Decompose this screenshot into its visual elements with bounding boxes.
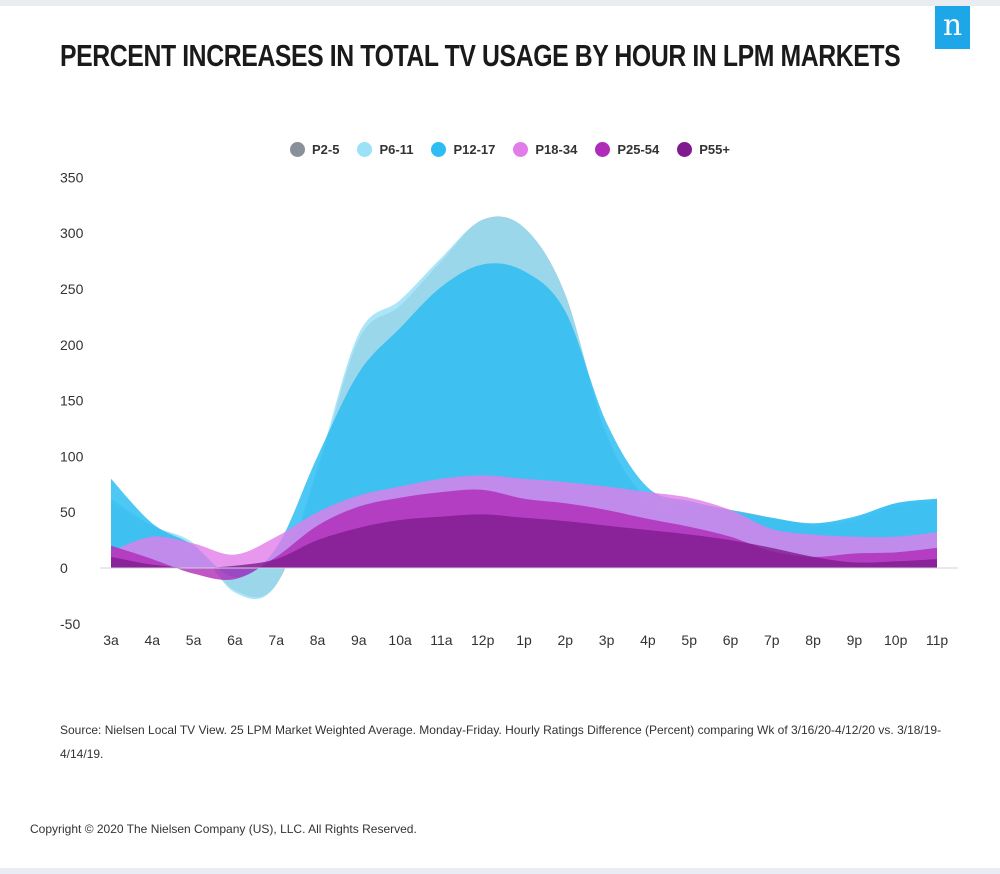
x-tick-label: 5p: [681, 632, 697, 648]
legend-label: P55+: [699, 142, 730, 157]
x-tick-label: 1p: [516, 632, 532, 648]
legend-item: P25-54: [595, 142, 659, 157]
y-tick-label: 350: [60, 169, 84, 185]
legend-item: P18-34: [513, 142, 577, 157]
chart-title: PERCENT INCREASES IN TOTAL TV USAGE BY H…: [60, 38, 901, 73]
legend-swatch: [290, 142, 306, 157]
legend-swatch: [357, 142, 373, 157]
x-tick-label: 4p: [640, 632, 656, 648]
source-note: Source: Nielsen Local TV View. 25 LPM Ma…: [60, 723, 942, 761]
page-canvas: PERCENT INCREASES IN TOTAL TV USAGE BY H…: [0, 6, 1000, 868]
area-chart: 350 300 250 200 150 100 50 0 -50 3a 4a 5a 6a 7a 8a 9a 10…: [60, 169, 958, 648]
copyright-notice: Copyright © 2020 The Nielsen Company (US…: [30, 822, 417, 836]
y-tick-label: 0: [60, 560, 68, 576]
legend-swatch: [513, 142, 529, 157]
y-tick-label: 250: [60, 281, 84, 297]
x-tick-label: 8a: [310, 632, 326, 648]
y-tick-label: 200: [60, 337, 84, 353]
y-tick-label: 300: [60, 225, 84, 241]
y-tick-label: 50: [60, 504, 76, 520]
x-tick-label: 3a: [103, 632, 119, 648]
legend-label: P6-11: [379, 142, 414, 157]
x-tick-label: 2p: [558, 632, 574, 648]
x-tick-label: 3p: [599, 632, 615, 648]
x-tick-label: 9p: [847, 632, 863, 648]
x-tick-label: 11p: [926, 632, 949, 648]
legend-item: P6-11: [357, 142, 413, 157]
legend-item: P2-5: [290, 142, 339, 157]
x-tick-label: 7a: [268, 632, 284, 648]
x-tick-label: 11a: [430, 632, 453, 648]
x-tick-label: 10p: [884, 632, 908, 648]
x-tick-label: 10a: [388, 632, 412, 648]
y-tick-label: 150: [60, 393, 84, 409]
x-tick-label: 9a: [351, 632, 367, 648]
legend-label: P18-34: [535, 142, 578, 157]
y-tick-label: -50: [60, 616, 80, 632]
nielsen-logo: n: [935, 6, 970, 49]
y-tick-label: 100: [60, 448, 84, 464]
legend-swatch: [677, 142, 693, 157]
legend-item: P12-17: [431, 142, 495, 157]
x-tick-label: 6p: [723, 632, 739, 648]
series-area-p12-17: [111, 263, 937, 577]
legend-label: P25-54: [617, 142, 660, 157]
legend-swatch: [431, 142, 447, 157]
x-tick-label: 7p: [764, 632, 780, 648]
legend-item: P55+: [677, 142, 730, 157]
x-tick-label: 6a: [227, 632, 243, 648]
x-tick-label: 8p: [805, 632, 821, 648]
legend-label: P2-5: [312, 142, 340, 157]
x-tick-label: 5a: [186, 632, 202, 648]
series-area-p55-: [111, 514, 937, 569]
legend-swatch: [595, 142, 611, 157]
legend-label: P12-17: [453, 142, 496, 157]
chart-legend: P2-5 P6-11 P12-17 P18-34 P25-54 P55+: [0, 142, 1000, 157]
x-tick-label: 12p: [471, 632, 495, 648]
x-tick-label: 4a: [145, 632, 161, 648]
